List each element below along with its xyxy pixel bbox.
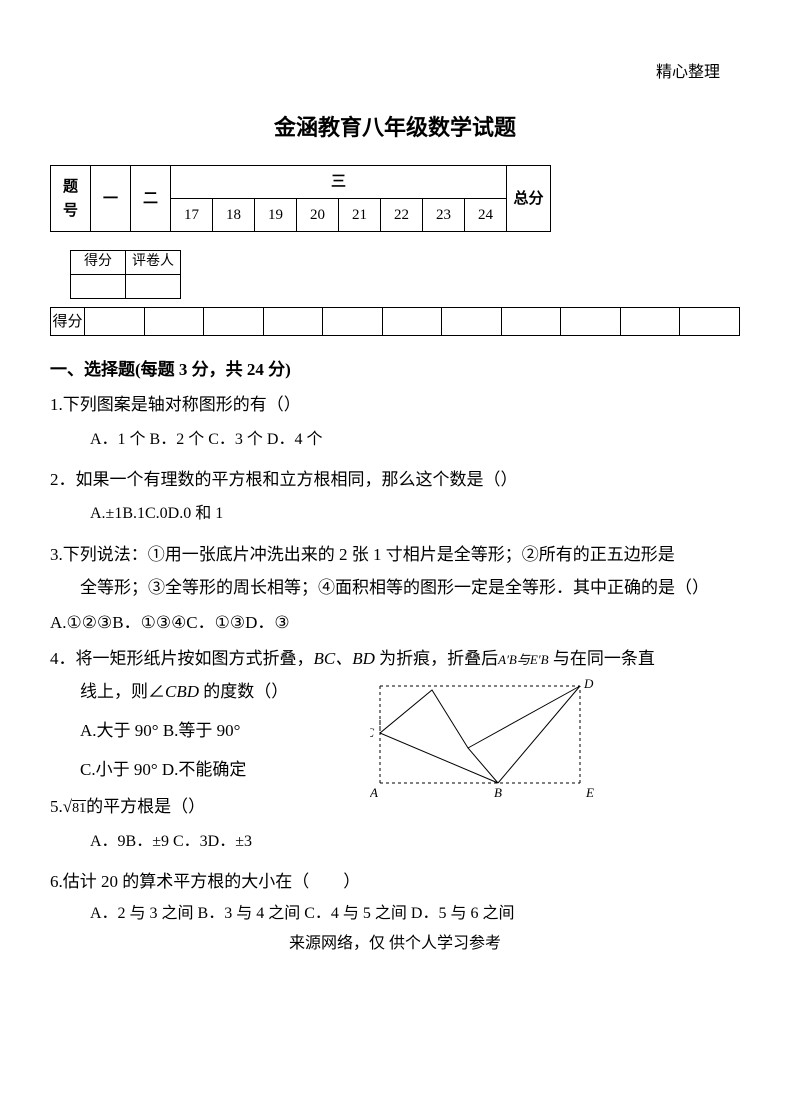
svg-text:C: C xyxy=(370,725,374,740)
subcol: 18 xyxy=(213,199,255,232)
subcol: 22 xyxy=(381,199,423,232)
q6-options: A．2 与 3 之间 B．3 与 4 之间 C．4 与 5 之间 D．5 与 6… xyxy=(50,901,740,927)
footer-note: 来源网络，仅 供个人学习参考 xyxy=(50,931,740,957)
mini-blank xyxy=(126,275,181,299)
q1-text: 1.下列图案是轴对称图形的有（） xyxy=(50,391,740,418)
q4-l2b: CBD xyxy=(165,682,199,701)
score-cell xyxy=(620,308,680,336)
score-cell xyxy=(442,308,502,336)
score-summary-table: 题号 一 二 三 总分 17 18 19 20 21 22 23 24 xyxy=(50,165,551,232)
subcol: 24 xyxy=(465,199,507,232)
score-cell xyxy=(501,308,561,336)
q3-line2: 全等形；③全等形的周长相等；④面积相等的图形一定是全等形．其中正确的是（） xyxy=(50,574,740,601)
score-cell xyxy=(144,308,204,336)
q4-e: 与在同一条直 xyxy=(549,649,655,668)
q4-line1: 4．将一矩形纸片按如图方式折叠，BC、BD 为折痕，折叠后A′B与E′B 与在同… xyxy=(50,645,740,672)
subcol: 17 xyxy=(171,199,213,232)
q4-a: 4．将一矩形纸片按如图方式折叠， xyxy=(50,649,314,668)
q1-options: A．1 个 B．2 个 C．3 个 D．4 个 xyxy=(50,427,740,453)
row-label: 题号 xyxy=(51,166,91,232)
subcol: 19 xyxy=(255,199,297,232)
sqrt-symbol: √ xyxy=(63,797,72,816)
score-cell xyxy=(323,308,383,336)
q3-options: A.①②③B．①③④C．①③D．③ xyxy=(50,609,740,636)
score-cell xyxy=(680,308,740,336)
subcol: 20 xyxy=(297,199,339,232)
fold-diagram: A B E C D xyxy=(370,678,600,798)
q4-d: A′B与E′B xyxy=(498,652,548,667)
q4-l2c: 的度数（） xyxy=(199,682,288,701)
svg-text:B: B xyxy=(494,785,502,798)
q5-options: A．9B．±9 C．3D．±3 xyxy=(50,829,740,855)
mini-h1: 得分 xyxy=(71,251,126,275)
section-1-heading: 一、选择题(每题 3 分，共 24 分) xyxy=(50,356,740,383)
q4-figure: A B E C D xyxy=(370,678,600,807)
score-cell xyxy=(204,308,264,336)
q4-c: 为折痕，折叠后 xyxy=(375,649,498,668)
q4-b: BC、BD xyxy=(314,649,375,668)
score-row-label: 得分 xyxy=(51,308,85,336)
score-row-table: 得分 xyxy=(50,307,740,336)
col-total: 总分 xyxy=(507,166,551,232)
grader-table: 得分 评卷人 xyxy=(70,250,181,299)
score-cell xyxy=(561,308,621,336)
score-cell xyxy=(382,308,442,336)
score-cell xyxy=(263,308,323,336)
q6-text: 6.估计 20 的算术平方根的大小在（ ） xyxy=(50,868,740,895)
q4-opt-ab: A.大于 90° B.等于 90° xyxy=(80,717,390,744)
q4-line2: 线上，则∠CBD 的度数（） xyxy=(80,678,390,705)
score-cell xyxy=(85,308,145,336)
q4-opt-cd: C.小于 90° D.不能确定 xyxy=(80,756,390,783)
col-3-header: 三 xyxy=(171,166,507,199)
svg-text:E: E xyxy=(585,785,594,798)
q2-options: A.±1B.1C.0D.0 和 1 xyxy=(50,501,740,527)
page-title: 金涵教育八年级数学试题 xyxy=(50,110,740,145)
subcol: 21 xyxy=(339,199,381,232)
q5-post: 的平方根是（） xyxy=(86,797,205,816)
q2-text: 2．如果一个有理数的平方根和立方根相同，那么这个数是（） xyxy=(50,466,740,493)
col-2: 二 xyxy=(131,166,171,232)
mini-blank xyxy=(71,275,126,299)
mini-h2: 评卷人 xyxy=(126,251,181,275)
header-note: 精心整理 xyxy=(656,60,720,86)
svg-text:D: D xyxy=(583,678,594,691)
q5-root: 81 xyxy=(72,801,86,816)
q5-pre: 5. xyxy=(50,797,63,816)
col-1: 一 xyxy=(91,166,131,232)
q3-line1: 3.下列说法：①用一张底片冲洗出来的 2 张 1 寸相片是全等形；②所有的正五边… xyxy=(50,541,740,568)
svg-text:A: A xyxy=(370,785,378,798)
q4-l2a: 线上，则∠ xyxy=(80,682,165,701)
subcol: 23 xyxy=(423,199,465,232)
